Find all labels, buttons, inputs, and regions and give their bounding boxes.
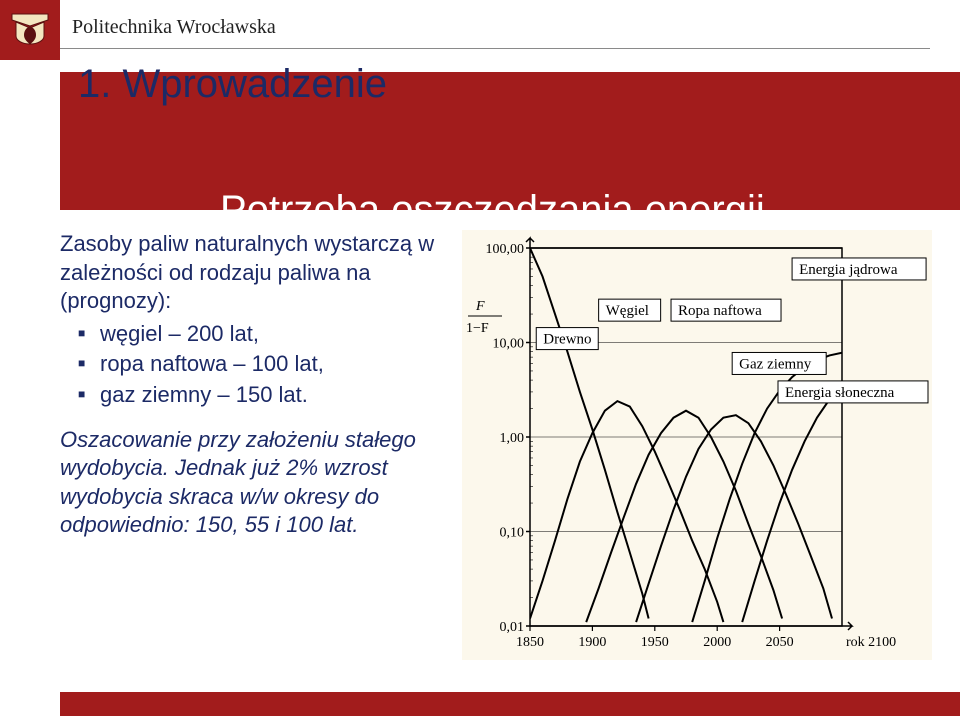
intro-text: Zasoby paliw naturalnych wystarczą w zal… bbox=[60, 230, 440, 316]
svg-text:1950: 1950 bbox=[641, 635, 669, 650]
bullet-list: węgiel – 200 lat, ropa naftowa – 100 lat… bbox=[60, 320, 440, 410]
svg-text:Energia jądrowa: Energia jądrowa bbox=[799, 262, 898, 278]
svg-text:Energia słoneczna: Energia słoneczna bbox=[785, 385, 895, 401]
svg-text:Gaz ziemny: Gaz ziemny bbox=[739, 356, 812, 372]
footer-bar bbox=[60, 692, 960, 716]
svg-text:F: F bbox=[475, 299, 485, 314]
university-logo bbox=[8, 8, 52, 52]
svg-text:0,01: 0,01 bbox=[500, 620, 525, 635]
svg-text:Węgiel: Węgiel bbox=[606, 303, 649, 319]
svg-text:1,00: 1,00 bbox=[500, 431, 525, 446]
svg-text:100,00: 100,00 bbox=[486, 242, 525, 257]
svg-text:0,10: 0,10 bbox=[500, 526, 525, 541]
body-text: Zasoby paliw naturalnych wystarczą w zal… bbox=[60, 230, 440, 540]
svg-text:1900: 1900 bbox=[578, 635, 606, 650]
list-item: gaz ziemny – 150 lat. bbox=[78, 381, 440, 410]
slide-title: 1. Wprowadzenie bbox=[78, 62, 387, 107]
list-item: węgiel – 200 lat, bbox=[78, 320, 440, 349]
svg-text:Drewno: Drewno bbox=[543, 332, 591, 348]
energy-chart: 0,01 0,10 1,00 10,00 100,00 F 1−F 1850 1900 1950 2… bbox=[462, 230, 932, 660]
svg-text:10,00: 10,00 bbox=[493, 337, 525, 352]
note-text: Oszacowanie przy założeniu stałego wydob… bbox=[60, 426, 440, 540]
list-item: ropa naftowa – 100 lat, bbox=[78, 350, 440, 379]
svg-text:2050: 2050 bbox=[766, 635, 794, 650]
university-name: Politechnika Wrocławska bbox=[72, 16, 276, 39]
header-rule bbox=[60, 48, 930, 49]
svg-text:2000: 2000 bbox=[703, 635, 731, 650]
logo-tile bbox=[0, 0, 60, 60]
svg-text:Ropa naftowa: Ropa naftowa bbox=[678, 303, 762, 319]
slide-subtitle: Potrzeba oszczędzania energii bbox=[220, 188, 765, 233]
svg-text:rok 2100: rok 2100 bbox=[846, 635, 896, 650]
svg-text:1850: 1850 bbox=[516, 635, 544, 650]
svg-text:1−F: 1−F bbox=[466, 321, 489, 336]
slide: Politechnika Wrocławska Potrzeba oszczęd… bbox=[0, 0, 960, 716]
